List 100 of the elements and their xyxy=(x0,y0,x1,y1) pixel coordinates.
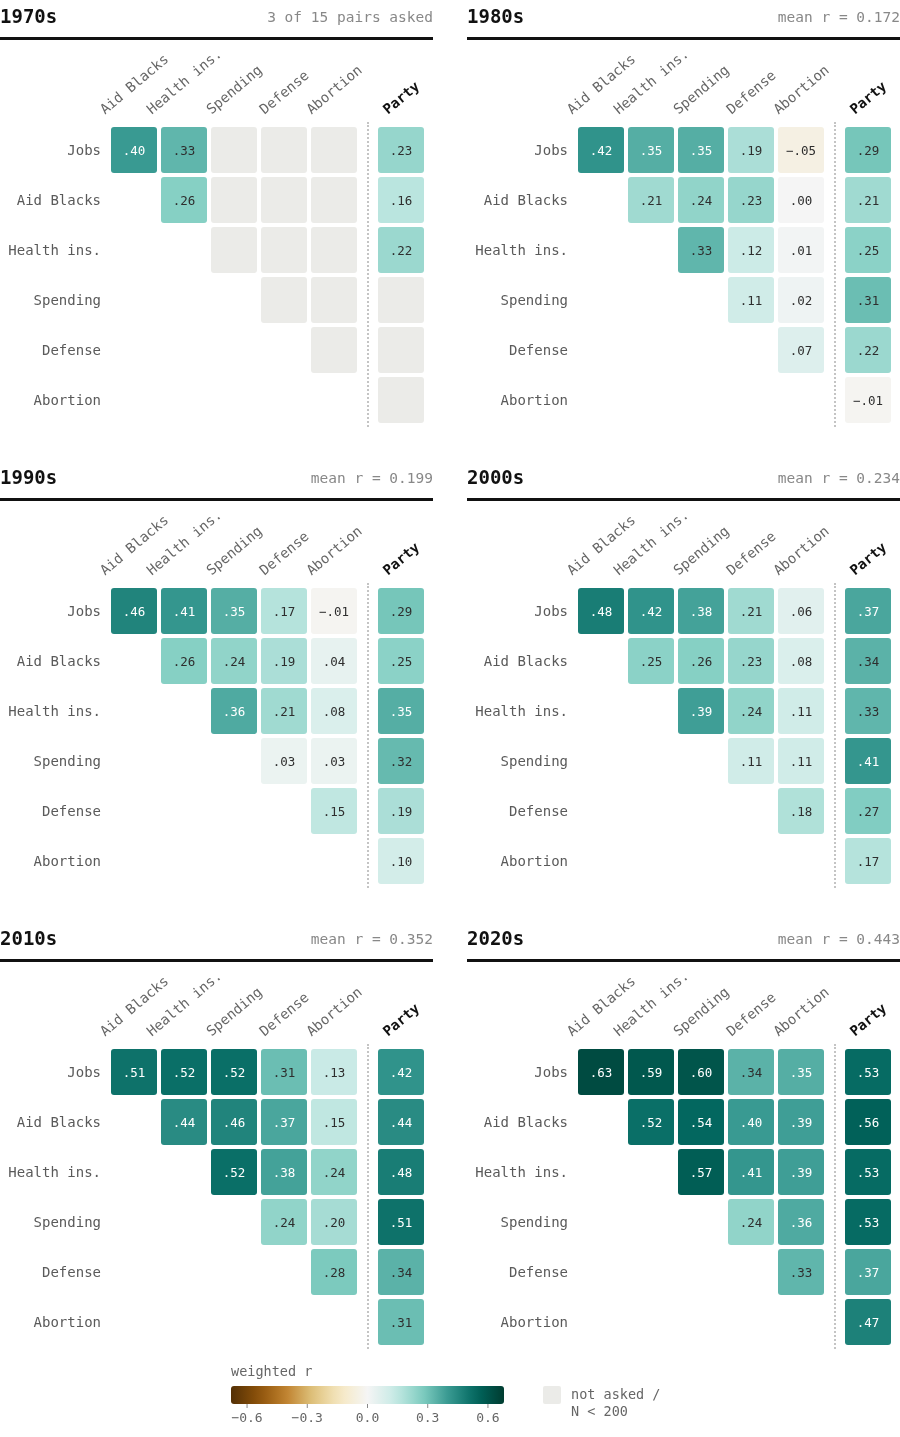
y-tick-label: Aid Blacks xyxy=(483,653,568,669)
data-label: .35 xyxy=(639,142,663,158)
data-label: .41 xyxy=(856,753,880,769)
data-label: .46 xyxy=(222,1114,246,1130)
data-label: .52 xyxy=(222,1164,246,1180)
data-label: .22 xyxy=(389,242,413,258)
color-bar-label: −0.6 xyxy=(231,1410,263,1425)
y-tick-label: Abortion xyxy=(500,853,568,869)
data-label: .12 xyxy=(739,242,763,258)
data-label: −.01 xyxy=(318,603,350,619)
data-label: .08 xyxy=(789,653,813,669)
data-label: .27 xyxy=(856,803,880,819)
text: not asked / N < 200 xyxy=(571,1386,662,1420)
data-label: .52 xyxy=(172,1064,196,1080)
data-label: .38 xyxy=(689,603,713,619)
data-label: .17 xyxy=(856,853,880,869)
data-label: .48 xyxy=(389,1164,413,1180)
data-label: .63 xyxy=(589,1064,613,1080)
data-label: .41 xyxy=(739,1164,763,1180)
data-label: .56 xyxy=(856,1114,880,1130)
data-label: .21 xyxy=(272,703,296,719)
color-bar-title: weighted r xyxy=(231,1363,313,1379)
y-tick-label: Defense xyxy=(41,803,101,819)
data-label: .11 xyxy=(739,753,763,769)
y-tick-label: Defense xyxy=(41,1264,101,1280)
data-label: .48 xyxy=(589,603,613,619)
data-label: .53 xyxy=(856,1164,880,1180)
chart-title: 1990s xyxy=(0,465,58,490)
data-label: .10 xyxy=(389,853,413,869)
data-label: .31 xyxy=(272,1064,296,1080)
y-tick-label: Jobs xyxy=(534,142,568,158)
data-label: .36 xyxy=(222,703,246,719)
data-label: .26 xyxy=(172,192,196,208)
data-label: .15 xyxy=(322,1114,346,1130)
data-label: .25 xyxy=(639,653,663,669)
data-label: .42 xyxy=(389,1064,413,1080)
y-tick-label: Health ins. xyxy=(8,242,101,258)
data-label: .46 xyxy=(122,603,146,619)
data-label: .60 xyxy=(689,1064,713,1080)
data-label: .18 xyxy=(789,803,813,819)
data-label: .37 xyxy=(856,1264,880,1280)
data-label: .29 xyxy=(856,142,880,158)
data-label: .41 xyxy=(172,603,196,619)
y-tick-label: Health ins. xyxy=(475,1164,568,1180)
y-tick-label: Health ins. xyxy=(475,242,568,258)
y-tick-label: Aid Blacks xyxy=(483,192,568,208)
chart-title: 2010s xyxy=(0,926,58,951)
data-label: .35 xyxy=(222,603,246,619)
y-tick-label: Aid Blacks xyxy=(483,1114,568,1130)
y-tick-label: Defense xyxy=(41,342,101,358)
data-label: .39 xyxy=(789,1114,813,1130)
y-tick-label: Health ins. xyxy=(475,703,568,719)
color-bar-label: −0.3 xyxy=(291,1410,323,1425)
chart-title: 1970s xyxy=(0,4,58,29)
data-label: .24 xyxy=(272,1214,296,1230)
y-tick-label: Aid Blacks xyxy=(16,192,101,208)
data-label: .19 xyxy=(739,142,763,158)
data-label: .35 xyxy=(789,1064,813,1080)
chart-title: 2020s xyxy=(467,926,525,951)
data-label: .21 xyxy=(856,192,880,208)
y-tick-label: Spending xyxy=(500,753,568,769)
data-label: .07 xyxy=(789,342,813,358)
data-label: .03 xyxy=(272,753,296,769)
data-label: .24 xyxy=(739,1214,763,1230)
y-tick-label: Aid Blacks xyxy=(16,653,101,669)
data-label: .37 xyxy=(272,1114,296,1130)
data-label: .23 xyxy=(739,192,763,208)
y-tick-label: Defense xyxy=(508,342,568,358)
data-label: .13 xyxy=(322,1064,346,1080)
data-label: .31 xyxy=(389,1314,413,1330)
chart-subtitle: mean r = 0.172 xyxy=(777,8,900,27)
data-label: .26 xyxy=(172,653,196,669)
data-label: .40 xyxy=(739,1114,763,1130)
data-label: .25 xyxy=(389,653,413,669)
y-tick-label: Spending xyxy=(500,292,568,308)
data-label: .33 xyxy=(172,142,196,158)
data-label: .37 xyxy=(856,603,880,619)
data-label: .44 xyxy=(389,1114,413,1130)
data-label: .24 xyxy=(322,1164,346,1180)
data-label: .00 xyxy=(789,192,813,208)
y-tick-label: Jobs xyxy=(534,603,568,619)
data-label: .29 xyxy=(389,603,413,619)
data-label: .02 xyxy=(789,292,813,308)
data-label: .08 xyxy=(322,703,346,719)
data-label: .11 xyxy=(789,753,813,769)
y-tick-label: Abortion xyxy=(33,392,101,408)
data-label: .20 xyxy=(322,1214,346,1230)
y-tick-label: Jobs xyxy=(67,142,101,158)
y-tick-label: Abortion xyxy=(33,853,101,869)
data-label: .24 xyxy=(689,192,713,208)
data-label: .35 xyxy=(389,703,413,719)
data-label: .34 xyxy=(856,653,880,669)
chart-subtitle: mean r = 0.352 xyxy=(310,930,433,949)
data-label: .28 xyxy=(322,1264,346,1280)
data-label: .32 xyxy=(389,753,413,769)
data-label: .17 xyxy=(272,603,296,619)
data-label: .06 xyxy=(789,603,813,619)
data-label: .36 xyxy=(789,1214,813,1230)
chart-subtitle: mean r = 0.443 xyxy=(777,930,900,949)
data-label: .24 xyxy=(739,703,763,719)
